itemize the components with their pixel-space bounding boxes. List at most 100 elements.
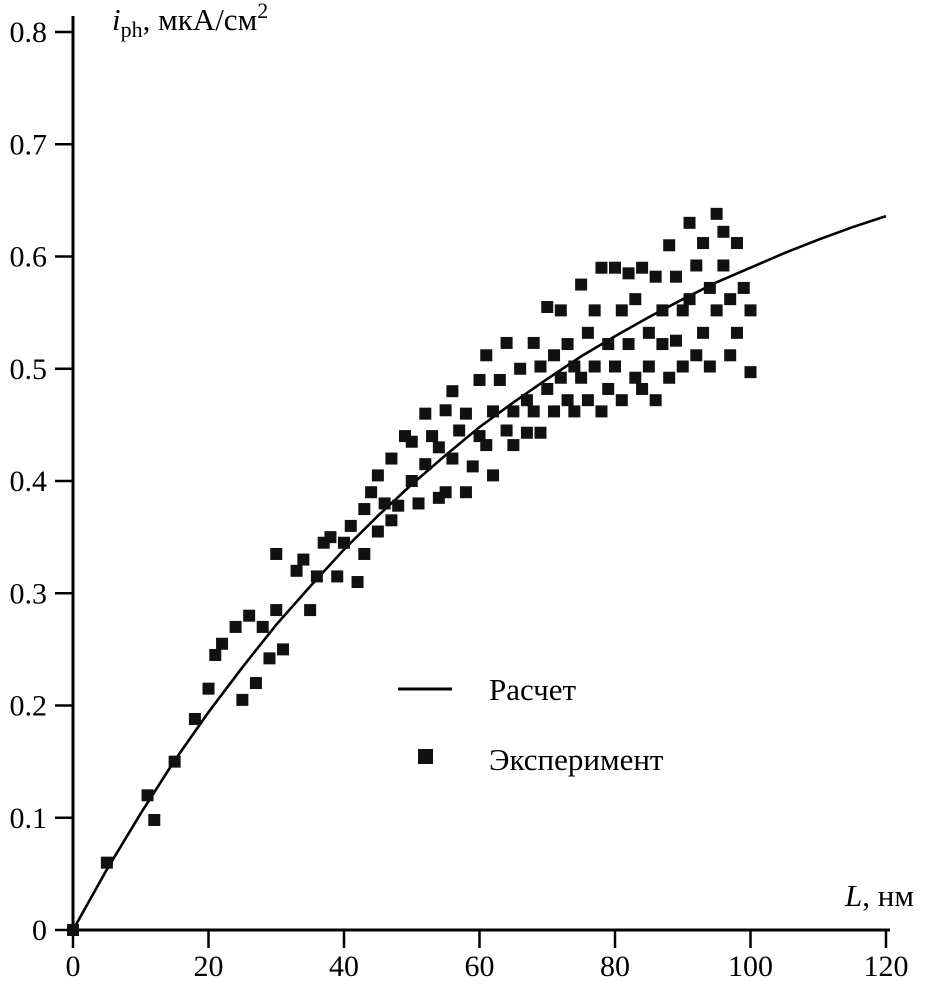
experiment-point	[385, 514, 398, 527]
experiment-point	[256, 620, 269, 633]
experiment-point	[548, 349, 561, 362]
experiment-point	[663, 239, 676, 252]
experiment-point	[703, 281, 716, 294]
experiment-point	[188, 712, 201, 725]
experiment-point	[737, 281, 750, 294]
y-tick-label: 0.1	[10, 802, 48, 835]
experiment-point	[243, 609, 256, 622]
experiment-point	[459, 407, 472, 420]
experiment-point	[148, 813, 161, 826]
y-tick-label: 0.8	[10, 16, 48, 49]
experiment-point	[602, 382, 615, 395]
experiment-point	[500, 424, 513, 437]
x-tick-label: 120	[864, 950, 909, 983]
experiment-point	[527, 405, 540, 418]
experiment-point	[358, 503, 371, 516]
experiment-point	[697, 326, 710, 339]
x-axis-units: , нм	[862, 878, 914, 913]
experiment-point	[642, 326, 655, 339]
experiment-point	[554, 304, 567, 317]
y-axis-title: iph, мкА/см2	[112, 0, 268, 42]
y-tick-label: 0	[32, 914, 47, 947]
experiment-point	[385, 452, 398, 465]
experiment-point	[338, 536, 350, 549]
experiment-point	[439, 486, 452, 499]
experiment-point	[473, 373, 486, 386]
experiment-point	[683, 216, 696, 229]
x-tick-label: 100	[728, 950, 773, 983]
experiment-point	[67, 924, 79, 936]
experiment-point	[575, 371, 588, 384]
experiment-point	[534, 360, 547, 373]
experiment-point	[581, 326, 594, 339]
experiment-point	[216, 637, 229, 650]
experiment-point	[405, 475, 418, 487]
x-tick-label: 40	[329, 950, 359, 983]
experiment-point	[446, 452, 459, 465]
experiment-point	[575, 278, 588, 291]
experiment-point	[249, 677, 262, 690]
experiment-point	[378, 497, 391, 510]
y-axis-subscript: ph	[121, 17, 143, 42]
experiment-point	[588, 360, 601, 373]
experiment-point	[493, 373, 506, 386]
experiment-point	[669, 270, 682, 283]
experiment-point	[690, 259, 703, 272]
calculation-curve	[71, 214, 887, 931]
experiment-point	[405, 435, 418, 448]
experiment-point	[459, 486, 472, 499]
legend: Расчет Эксперимент	[398, 672, 664, 777]
experiment-point	[141, 789, 154, 802]
experiment-point	[609, 360, 621, 373]
experiment-point	[730, 326, 743, 339]
y-axis-superscript: 2	[257, 0, 268, 23]
experiment-point	[270, 604, 283, 617]
experiment-point	[236, 693, 249, 706]
experiment-point	[297, 553, 310, 566]
experiment-point	[534, 426, 547, 439]
experiment-point	[270, 547, 283, 560]
experiment-point	[588, 304, 601, 317]
experiment-point	[730, 237, 743, 250]
experiment-point	[487, 469, 500, 482]
experiment-point	[412, 497, 425, 510]
experiment-point	[724, 349, 737, 362]
legend-label-calculation: Расчет	[489, 672, 576, 707]
experiment-point	[432, 441, 445, 454]
y-tick-label: 0.5	[10, 353, 48, 386]
experiment-point	[290, 564, 303, 577]
legend-square-sample	[418, 749, 433, 764]
x-axis-title: L, нм	[844, 878, 914, 913]
experiment-point	[480, 439, 493, 452]
experiment-point	[419, 458, 432, 471]
experiment-point	[500, 336, 513, 349]
experiment-point	[541, 301, 554, 314]
experiment-point	[622, 267, 635, 280]
experiment-point	[615, 304, 628, 317]
experiment-point	[683, 293, 696, 306]
y-tick-label: 0.4	[10, 465, 48, 498]
experiment-point	[371, 469, 384, 482]
experiment-point	[622, 338, 635, 351]
experiment-point	[453, 424, 466, 437]
experiment-point	[710, 304, 723, 317]
experiment-point	[514, 362, 527, 375]
y-tick-label: 0.6	[10, 241, 48, 274]
experiment-point	[568, 405, 581, 418]
experiment-point	[744, 366, 757, 379]
experiment-point	[541, 382, 554, 395]
experiment-point	[100, 856, 113, 869]
experiment-point	[629, 293, 642, 306]
experiment-point	[649, 394, 662, 407]
experiment-point	[629, 371, 642, 384]
experiment-point	[676, 304, 689, 317]
experiment-point	[331, 570, 344, 583]
experiment-points	[67, 207, 757, 936]
y-tick-label: 0.7	[10, 128, 48, 161]
experiment-point	[697, 237, 710, 250]
experiment-point	[669, 334, 682, 347]
experiment-point	[744, 304, 757, 317]
experiment-point	[649, 270, 662, 283]
experiment-point	[595, 405, 608, 418]
